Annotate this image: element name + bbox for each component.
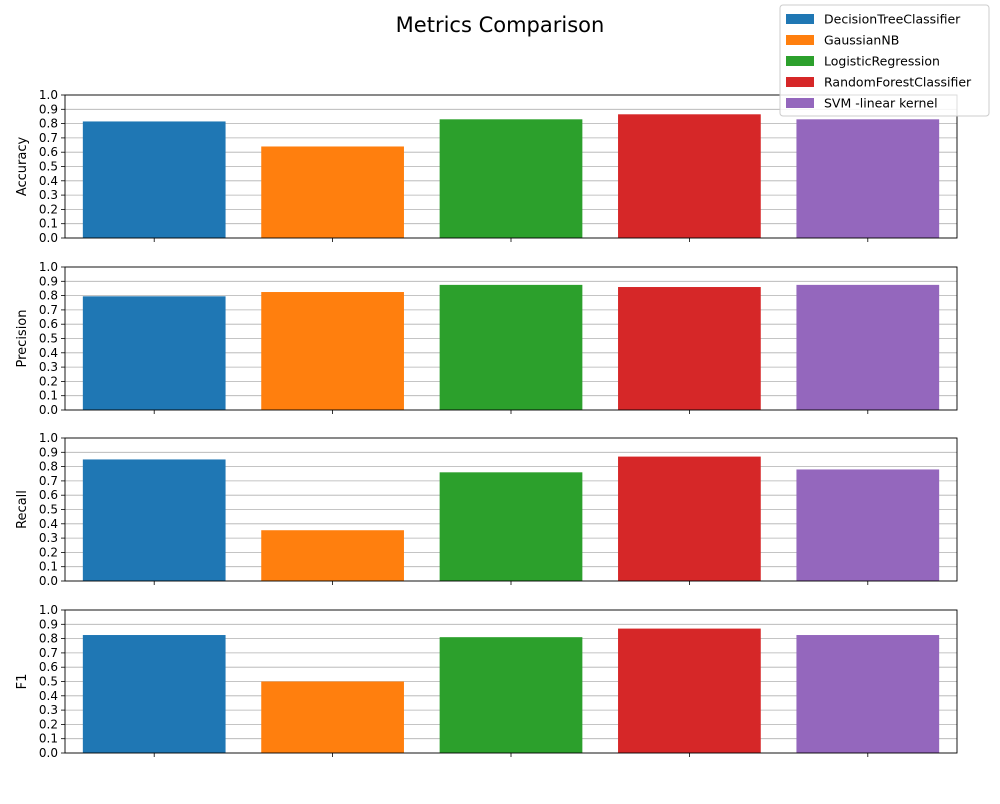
precision-ytick-label: 0.9 (39, 274, 58, 288)
precision-bar-4 (618, 287, 761, 410)
recall-ytick-label: 0.9 (39, 445, 58, 459)
precision-ytick-label: 0.8 (39, 289, 58, 303)
legend-label-2: GaussianNB (824, 33, 899, 48)
recall-bar-5 (796, 469, 940, 581)
precision-axes-frame (64, 266, 958, 411)
accuracy-ytick-label: 0.7 (39, 131, 58, 145)
recall-ytick-label: 0.2 (39, 545, 58, 559)
recall-ytick-label: 0.5 (39, 503, 58, 517)
legend-swatch-5 (786, 98, 814, 108)
f1-ytick-label: 0.5 (39, 675, 58, 689)
accuracy-bar-1 (82, 121, 226, 238)
precision-ytick-label: 0.6 (39, 317, 58, 331)
f1-ytick-label: 0.6 (39, 660, 58, 674)
precision-ytick-label: 0.1 (39, 389, 58, 403)
f1-ytick-label: 0.2 (39, 717, 58, 731)
precision-ylabel: Precision (15, 309, 30, 367)
legend-label-1: DecisionTreeClassifier (824, 12, 961, 27)
f1-ytick-label: 0.4 (39, 689, 58, 703)
recall-ytick-label: 0.0 (39, 574, 58, 588)
precision-ytick-label: 0.5 (39, 332, 58, 346)
f1-bar-3 (439, 637, 583, 753)
recall-ytick-label: 0.6 (39, 488, 58, 502)
accuracy-ytick-label: 0.5 (39, 160, 58, 174)
precision-ytick-label: 0.3 (39, 360, 58, 374)
legend-box (779, 4, 990, 117)
f1-ytick-label: 0.8 (39, 632, 58, 646)
recall-bar-1 (82, 459, 226, 581)
f1-ytick-label: 0.0 (39, 746, 58, 760)
accuracy-bar-4 (618, 114, 761, 238)
f1-bar-1 (82, 635, 226, 753)
f1-ytick-label: 0.1 (39, 732, 58, 746)
accuracy-ytick-label: 0.6 (39, 145, 58, 159)
f1-ytick-label: 1.0 (39, 603, 58, 617)
recall-ytick-label: 0.4 (39, 517, 58, 531)
f1-ytick-label: 0.7 (39, 646, 58, 660)
precision-ytick-label: 0.2 (39, 374, 58, 388)
precision-ytick-label: 1.0 (39, 260, 58, 274)
f1-ytick-label: 0.9 (39, 617, 58, 631)
recall-bar-2 (261, 530, 404, 581)
accuracy-bar-5 (796, 119, 940, 238)
accuracy-ytick-label: 0.9 (39, 102, 58, 116)
legend-swatch-1 (786, 14, 814, 24)
f1-bar-5 (796, 635, 940, 753)
recall-ytick-label: 0.3 (39, 531, 58, 545)
recall-axes-frame (64, 437, 958, 582)
accuracy-bar-3 (439, 119, 583, 238)
f1-axes-frame (64, 609, 958, 754)
accuracy-ytick-label: 1.0 (39, 88, 58, 102)
accuracy-ytick-label: 0.0 (39, 231, 58, 245)
precision-ytick-label: 0.4 (39, 346, 58, 360)
legend-label-4: RandomForestClassifier (824, 75, 972, 90)
accuracy-bar-2 (261, 146, 404, 238)
legend-swatch-4 (786, 77, 814, 87)
recall-bar-3 (439, 472, 583, 581)
accuracy-ytick-label: 0.8 (39, 117, 58, 131)
f1-ytick-label: 0.3 (39, 703, 58, 717)
f1-ylabel: F1 (15, 674, 30, 690)
recall-ylabel: Recall (15, 490, 30, 529)
precision-bar-3 (439, 284, 583, 410)
legend-swatch-2 (786, 35, 814, 45)
precision-bar-5 (796, 284, 940, 410)
accuracy-ytick-label: 0.4 (39, 174, 58, 188)
recall-bar-4 (618, 456, 761, 581)
recall-ytick-label: 0.1 (39, 560, 58, 574)
precision-bar-2 (261, 292, 404, 410)
accuracy-ytick-label: 0.1 (39, 217, 58, 231)
f1-bar-4 (618, 628, 761, 753)
recall-ytick-label: 0.7 (39, 474, 58, 488)
legend-swatch-3 (786, 56, 814, 66)
accuracy-ytick-label: 0.2 (39, 202, 58, 216)
recall-ytick-label: 0.8 (39, 460, 58, 474)
legend-label-3: LogisticRegression (824, 54, 940, 69)
accuracy-axes-frame (64, 94, 958, 239)
precision-ytick-label: 0.0 (39, 403, 58, 417)
precision-bar-1 (82, 296, 226, 410)
f1-bar-2 (261, 681, 404, 753)
accuracy-ylabel: Accuracy (15, 137, 30, 197)
accuracy-ytick-label: 0.3 (39, 188, 58, 202)
legend-label-5: SVM -linear kernel (824, 96, 938, 111)
recall-ytick-label: 1.0 (39, 431, 58, 445)
chart-title: Metrics Comparison (396, 13, 605, 37)
precision-ytick-label: 0.7 (39, 303, 58, 317)
